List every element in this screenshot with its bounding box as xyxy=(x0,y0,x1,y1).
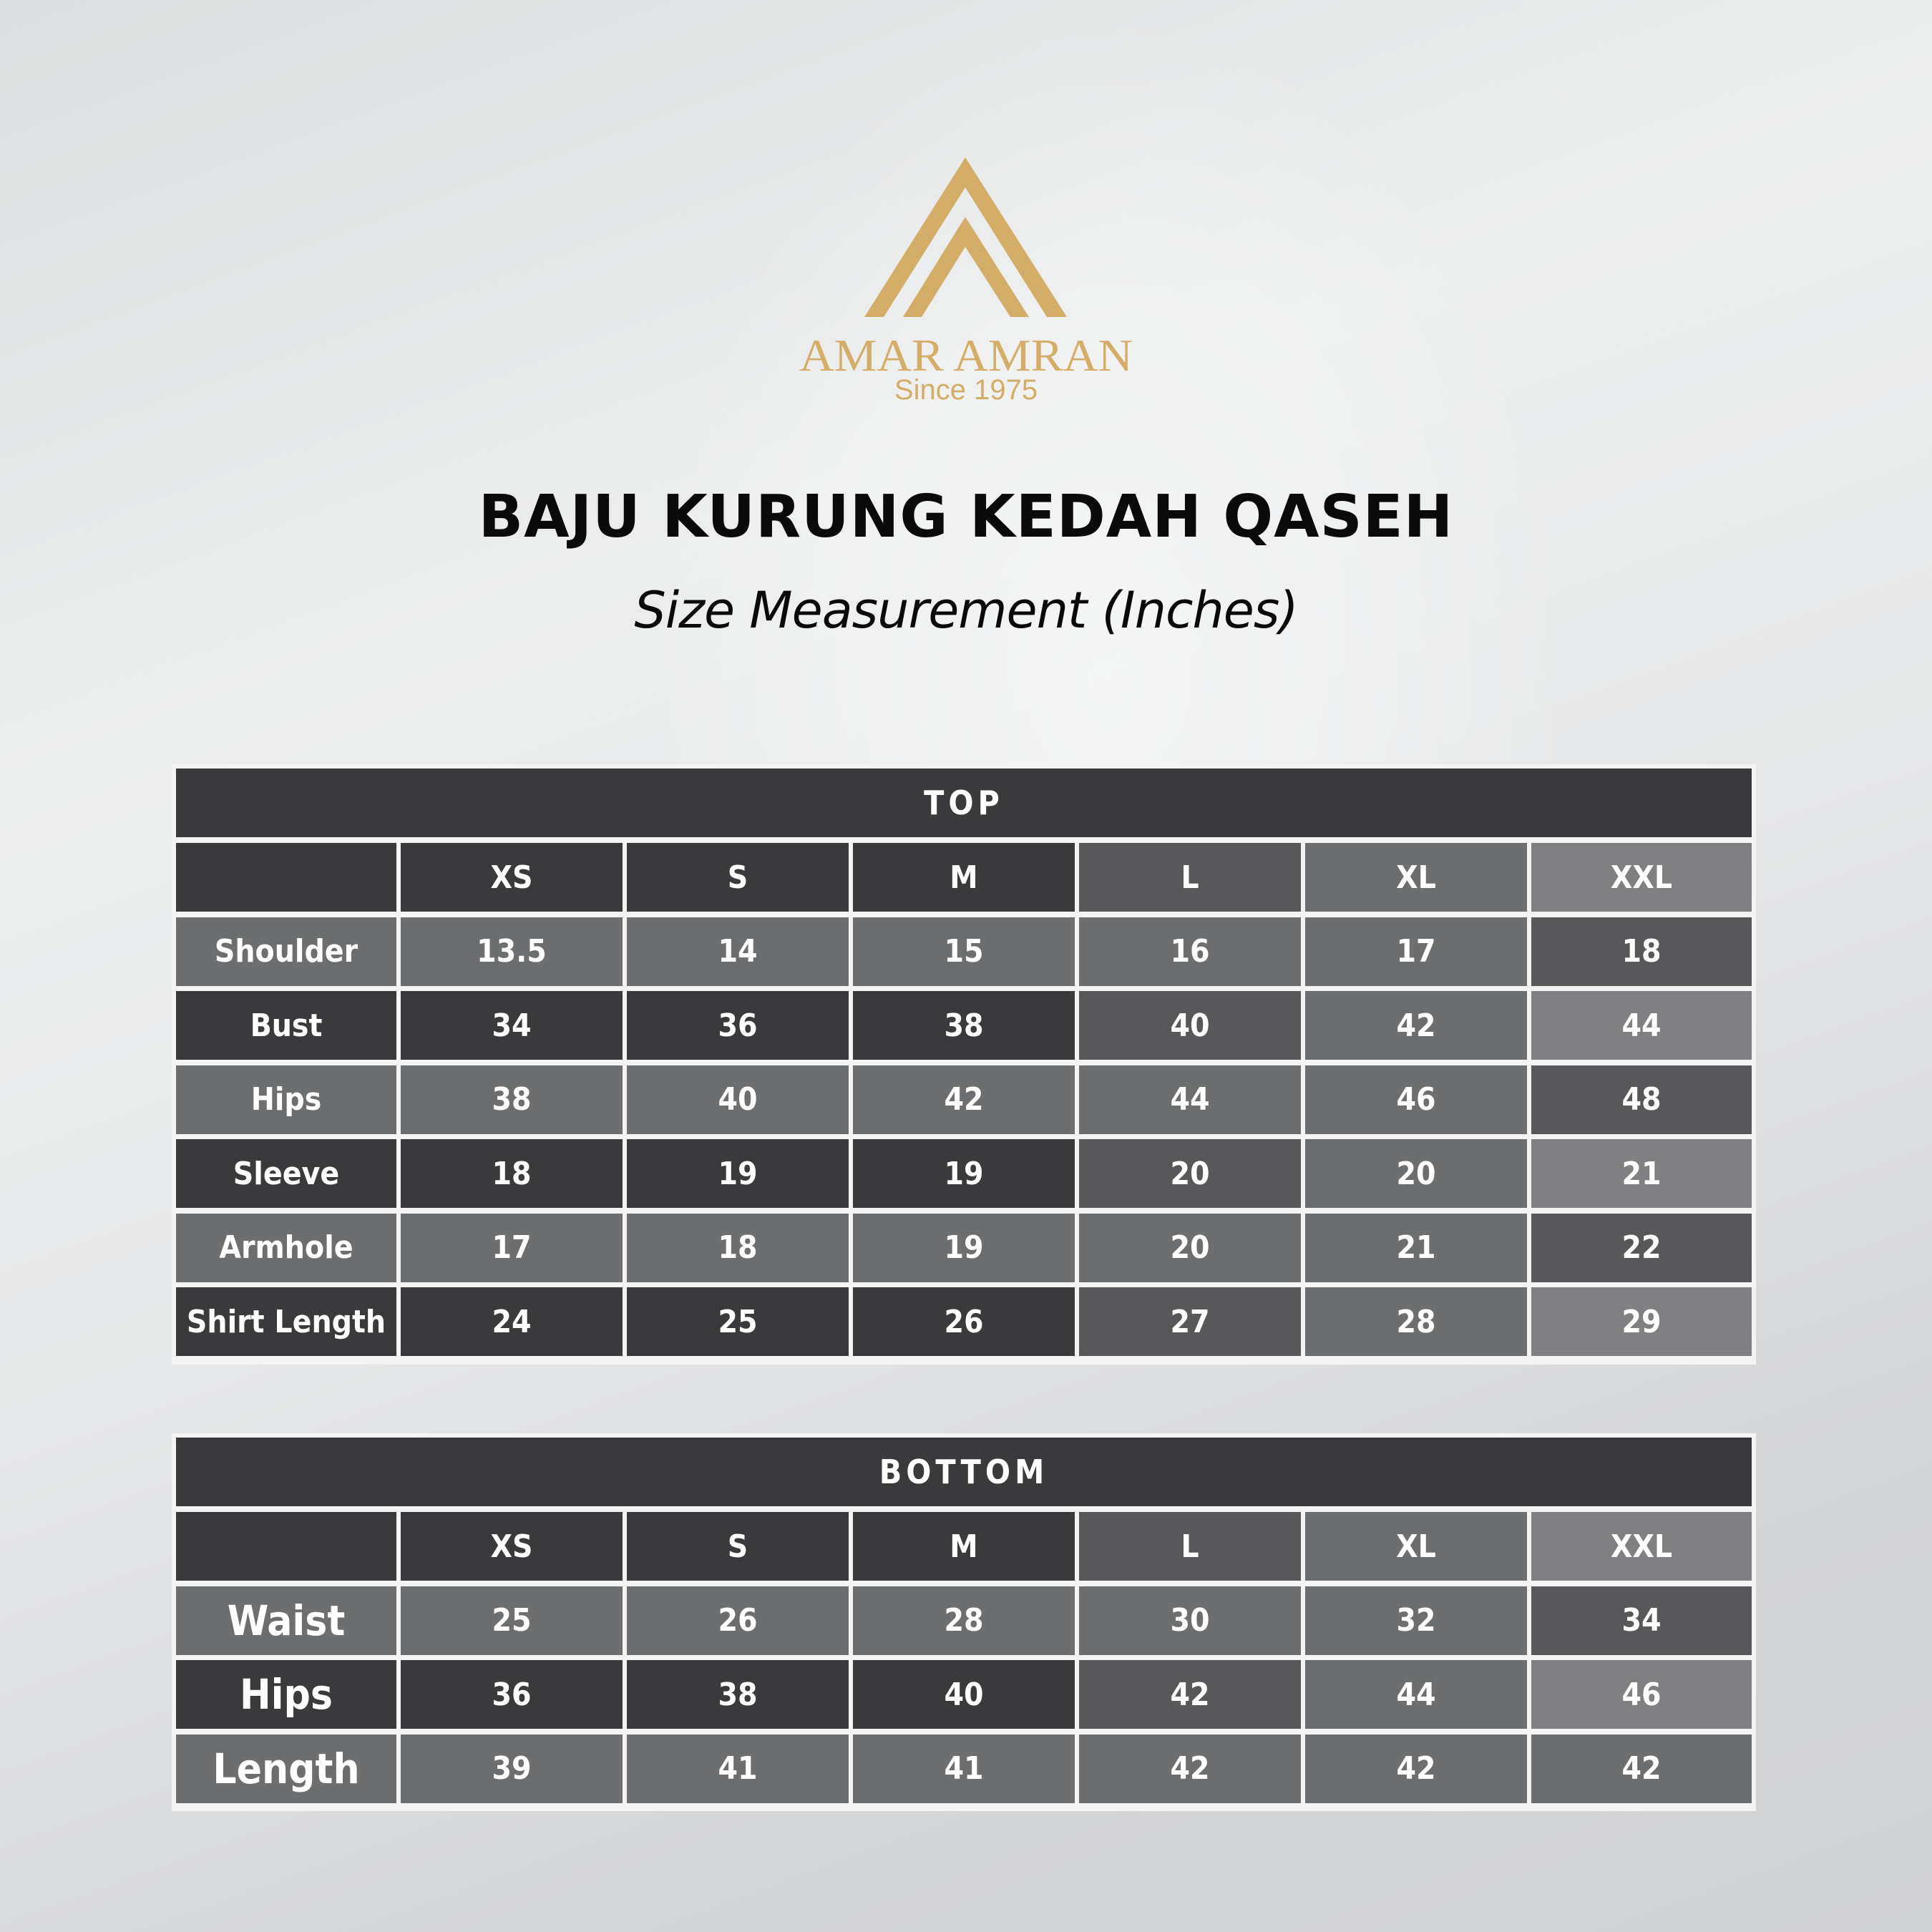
size-header: S xyxy=(627,1512,849,1581)
measurement-cell: 40 xyxy=(1079,991,1301,1060)
size-header: XL xyxy=(1305,843,1527,912)
measurement-cell: 21 xyxy=(1531,1139,1752,1208)
measurement-cell: 26 xyxy=(627,1586,849,1655)
measurement-cell: 36 xyxy=(401,1660,623,1729)
row-label: Length xyxy=(176,1734,396,1803)
measurement-cell: 17 xyxy=(401,1213,623,1282)
measurement-cell: 17 xyxy=(1305,917,1527,986)
measurement-cell: 34 xyxy=(401,991,623,1060)
measurement-cell: 20 xyxy=(1305,1139,1527,1208)
measurement-cell: 41 xyxy=(627,1734,849,1803)
measurement-cell: 20 xyxy=(1079,1213,1301,1282)
measurement-cell: 15 xyxy=(853,917,1075,986)
measurement-cell: 18 xyxy=(627,1213,849,1282)
size-header: XXL xyxy=(1531,843,1752,912)
row-label: Shoulder xyxy=(176,917,396,986)
row-label: Armhole xyxy=(176,1213,396,1282)
measurement-cell: 39 xyxy=(401,1734,623,1803)
row-label: Bust xyxy=(176,991,396,1060)
measurement-cell: 22 xyxy=(1531,1213,1752,1282)
measurement-cell: 19 xyxy=(853,1139,1075,1208)
measurement-cell: 42 xyxy=(853,1065,1075,1134)
brand-name: AMAR AMRAN xyxy=(799,330,1133,381)
size-header: XL xyxy=(1305,1512,1527,1581)
measurement-cell: 44 xyxy=(1531,991,1752,1060)
measurement-cell: 38 xyxy=(627,1660,849,1729)
measurement-cell: 27 xyxy=(1079,1287,1301,1356)
page-subtitle: Size Measurement (Inches) xyxy=(634,581,1298,640)
measurement-cell: 42 xyxy=(1079,1660,1301,1729)
measurement-cell: 13.5 xyxy=(401,917,623,986)
measurement-cell: 25 xyxy=(627,1287,849,1356)
table-title: TOP xyxy=(176,769,1752,837)
size-header: L xyxy=(1079,843,1301,912)
size-header: XS xyxy=(401,843,623,912)
page-title: BAJU KURUNG KEDAH QASEH xyxy=(478,483,1454,551)
size-header: S xyxy=(627,843,849,912)
measurement-cell: 38 xyxy=(853,991,1075,1060)
measurement-cell: 40 xyxy=(627,1065,849,1134)
measurement-cell: 34 xyxy=(1531,1586,1752,1655)
brand-tagline: Since 1975 xyxy=(894,374,1038,406)
size-header: L xyxy=(1079,1512,1301,1581)
measurement-cell: 19 xyxy=(627,1139,849,1208)
measurement-cell: 38 xyxy=(401,1065,623,1134)
measurement-cell: 24 xyxy=(401,1287,623,1356)
measurement-cell: 32 xyxy=(1305,1586,1527,1655)
measurement-cell: 30 xyxy=(1079,1586,1301,1655)
top-size-table: TOP XS S M L XL XXL Shoulder 13.5 14 15 16 17 18 Bust 3… xyxy=(172,764,1756,1365)
measurement-cell: 46 xyxy=(1531,1660,1752,1729)
row-label: Sleeve xyxy=(176,1139,396,1208)
measurement-cell: 46 xyxy=(1305,1065,1527,1134)
size-header: XS xyxy=(401,1512,623,1581)
table-title: BOTTOM xyxy=(176,1438,1752,1506)
measurement-cell: 16 xyxy=(1079,917,1301,986)
measurement-cell: 18 xyxy=(401,1139,623,1208)
size-header: M xyxy=(853,1512,1075,1581)
measurement-cell: 19 xyxy=(853,1213,1075,1282)
corner-cell xyxy=(176,843,396,912)
corner-cell xyxy=(176,1512,396,1581)
size-header: XXL xyxy=(1531,1512,1752,1581)
measurement-cell: 48 xyxy=(1531,1065,1752,1134)
measurement-cell: 40 xyxy=(853,1660,1075,1729)
logo-outer-chevron xyxy=(864,157,1067,317)
measurement-cell: 42 xyxy=(1305,991,1527,1060)
measurement-cell: 36 xyxy=(627,991,849,1060)
measurement-cell: 26 xyxy=(853,1287,1075,1356)
measurement-cell: 29 xyxy=(1531,1287,1752,1356)
measurement-cell: 42 xyxy=(1531,1734,1752,1803)
row-label: Shirt Length xyxy=(176,1287,396,1356)
measurement-cell: 42 xyxy=(1079,1734,1301,1803)
measurement-cell: 44 xyxy=(1305,1660,1527,1729)
measurement-cell: 21 xyxy=(1305,1213,1527,1282)
size-header: M xyxy=(853,843,1075,912)
row-label: Hips xyxy=(176,1660,396,1729)
measurement-cell: 18 xyxy=(1531,917,1752,986)
measurement-cell: 42 xyxy=(1305,1734,1527,1803)
measurement-cell: 25 xyxy=(401,1586,623,1655)
measurement-cell: 28 xyxy=(1305,1287,1527,1356)
row-label: Hips xyxy=(176,1065,396,1134)
logo-inner-chevron xyxy=(903,217,1029,317)
measurement-cell: 28 xyxy=(853,1586,1075,1655)
measurement-cell: 14 xyxy=(627,917,849,986)
measurement-cell: 20 xyxy=(1079,1139,1301,1208)
row-label: Waist xyxy=(176,1586,396,1655)
measurement-cell: 44 xyxy=(1079,1065,1301,1134)
bottom-size-table: BOTTOM XS S M L XL XXL Waist 25 26 28 30 32 34 Hips 36 3… xyxy=(172,1433,1756,1811)
brand-logo: AMAR AMRAN Since 1975 xyxy=(799,157,1133,406)
measurement-cell: 41 xyxy=(853,1734,1075,1803)
